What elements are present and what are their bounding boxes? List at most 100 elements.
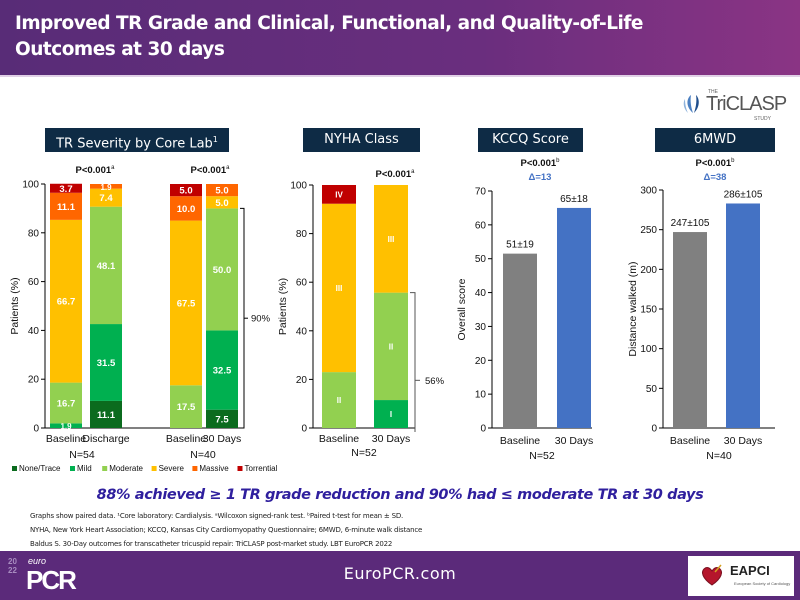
6mwd-delta: Δ=38 <box>703 172 727 183</box>
tr-title-sup: 1 <box>212 135 218 144</box>
tr-bar-data-label: 5.0 <box>179 186 192 197</box>
6mwd-y-tick-label: 250 <box>640 225 657 236</box>
nyha-pvalue: P<0.001a <box>355 169 435 180</box>
footnote-2: NYHA, New York Heart Association; KCCQ, … <box>30 526 423 534</box>
tr-pvalue-1-text: P<0.001 <box>75 165 112 177</box>
footer-bar: 2022 euro PCR EuroPCR.com <box>0 551 800 600</box>
tr-bar-none-trace <box>90 400 122 428</box>
kccq-n-label: N=52 <box>529 450 555 462</box>
nyha-y-axis-label: Patients (%) <box>277 278 289 335</box>
6mwd-y-tick-label: 0 <box>651 424 657 435</box>
tr-bar-mild <box>90 324 122 401</box>
europcr-logo: PCR <box>26 565 77 595</box>
6mwd-panel-title: 6MWD <box>655 128 775 152</box>
legend-swatch-mild <box>70 466 75 471</box>
legend-label-massive: Massive <box>199 464 229 473</box>
tr-bar-torrential <box>50 183 82 193</box>
nyha-y-tick-label: 100 <box>290 181 307 192</box>
nyha-bar-class-iii <box>322 203 356 373</box>
tr-bar-mild <box>206 330 238 410</box>
tr-group-n-label: N=40 <box>190 449 216 461</box>
legend-swatch-severe <box>151 466 157 471</box>
tr-y-tick-label: 80 <box>28 228 40 239</box>
6mwd-y-tick-label: 300 <box>640 186 657 197</box>
nyha-x-tick-label: 30 Days <box>372 433 411 445</box>
6mwd-y-axis-label: Distance walked (m) <box>627 261 639 356</box>
kccq-bar-data-label: 65±18 <box>560 194 588 205</box>
tr-pvalue-1-sup: a <box>111 165 115 171</box>
tr-bar-data-label: 67.5 <box>177 298 196 309</box>
nyha-y-tick-label: 0 <box>301 424 307 435</box>
tr-bar-data-label: 31.5 <box>97 358 116 369</box>
tr-90-bracket <box>240 207 245 429</box>
nyha-pvalue-sup: a <box>411 169 415 175</box>
tr-bracket-label: 90% <box>251 314 271 325</box>
tr-y-tick-label: 20 <box>28 375 40 386</box>
kccq-y-tick-label: 0 <box>480 424 486 435</box>
tr-bar-data-label: 1.9 <box>100 183 112 192</box>
tr-bar-data-label: 17.5 <box>177 402 196 413</box>
tr-bar-massive <box>170 196 202 221</box>
esc-name: European Society of Cardiology <box>734 581 791 586</box>
tr-y-tick-label: 40 <box>28 326 40 337</box>
tr-bar-moderate <box>170 385 202 428</box>
brand-study: STUDY <box>754 116 771 122</box>
kccq-y-tick-label: 60 <box>475 220 487 231</box>
tr-bar-data-label: 7.5 <box>215 414 229 425</box>
tr-bar-data-label: 66.7 <box>57 297 76 308</box>
tr-bar-data-label: 10.0 <box>177 204 196 215</box>
nyha-bracket-label: 56% <box>425 376 445 387</box>
kccq-y-tick-label: 40 <box>475 288 487 299</box>
tr-x-tick-label: Discharge <box>82 433 129 445</box>
tr-bar-massive <box>50 192 82 220</box>
legend-swatch-none-trace <box>12 466 17 471</box>
tr-bar-moderate <box>206 208 238 331</box>
nyha-bar-class-label: I <box>390 410 392 419</box>
legend-swatch-moderate <box>102 466 108 471</box>
nyha-bar-class-label: III <box>388 235 395 244</box>
legend-label-none-trace: None/Trace <box>19 464 61 473</box>
kccq-x-tick-label: 30 Days <box>555 435 594 447</box>
kccq-y-tick-label: 70 <box>475 187 487 198</box>
tr-bar-mild <box>50 423 82 428</box>
europcr-url[interactable]: EuroPCR.com <box>343 564 457 583</box>
tr-bar-data-label: 7.4 <box>99 193 113 204</box>
nyha-y-tick-label: 80 <box>296 229 308 240</box>
nyha-bar-class-label: II <box>337 396 341 405</box>
6mwd-x-tick-label: Baseline <box>670 435 710 447</box>
europcr-year: 2022 <box>8 557 17 575</box>
tr-bar-data-label: 32.5 <box>213 366 232 377</box>
tr-bar-torrential <box>170 184 202 197</box>
legend-label-severe: Severe <box>159 464 185 473</box>
tr-group-n-label: N=54 <box>69 449 95 461</box>
tr-bar-moderate <box>50 382 82 424</box>
tr-pvalue-2-text: P<0.001 <box>190 165 227 177</box>
kccq-bar-baseline <box>503 253 537 428</box>
kccq-bar-data-label: 51±19 <box>506 240 534 251</box>
6mwd-pvalue-sup: b <box>731 158 735 164</box>
6mwd-pvalue: P<0.001b <box>675 158 755 169</box>
legend-label-mild: Mild <box>77 464 92 473</box>
tr-y-tick-label: 0 <box>33 424 39 435</box>
kccq-x-tick-label: Baseline <box>500 435 540 447</box>
kccq-y-tick-label: 30 <box>475 322 487 333</box>
kccq-pvalue-text: P<0.001 <box>520 158 557 170</box>
tr-bar-data-label: 48.1 <box>97 261 116 272</box>
legend-swatch-massive <box>192 466 198 471</box>
tr-x-tick-label: 30 Days <box>203 433 242 445</box>
tr-bar-severe <box>170 220 202 386</box>
nyha-56-bracket <box>410 292 416 432</box>
tr-title-text: TR Severity by Core Lab <box>56 136 213 152</box>
6mwd-y-tick-label: 200 <box>640 265 657 276</box>
tr-bar-moderate <box>90 206 122 325</box>
tr-bar-severe <box>90 188 122 207</box>
tr-bar-data-label: 5.0 <box>215 198 228 209</box>
kccq-panel-title: KCCQ Score <box>478 128 583 152</box>
heart-icon <box>702 564 722 586</box>
kccq-y-axis-label: Overall score <box>456 278 468 340</box>
legend-label-torrential: Torrential <box>245 464 278 473</box>
legend-swatch-torrential <box>237 466 243 471</box>
tr-x-tick-label: Baseline <box>46 433 86 445</box>
tr-y-tick-label: 100 <box>22 180 39 191</box>
nyha-panel-title: NYHA Class <box>303 128 420 152</box>
